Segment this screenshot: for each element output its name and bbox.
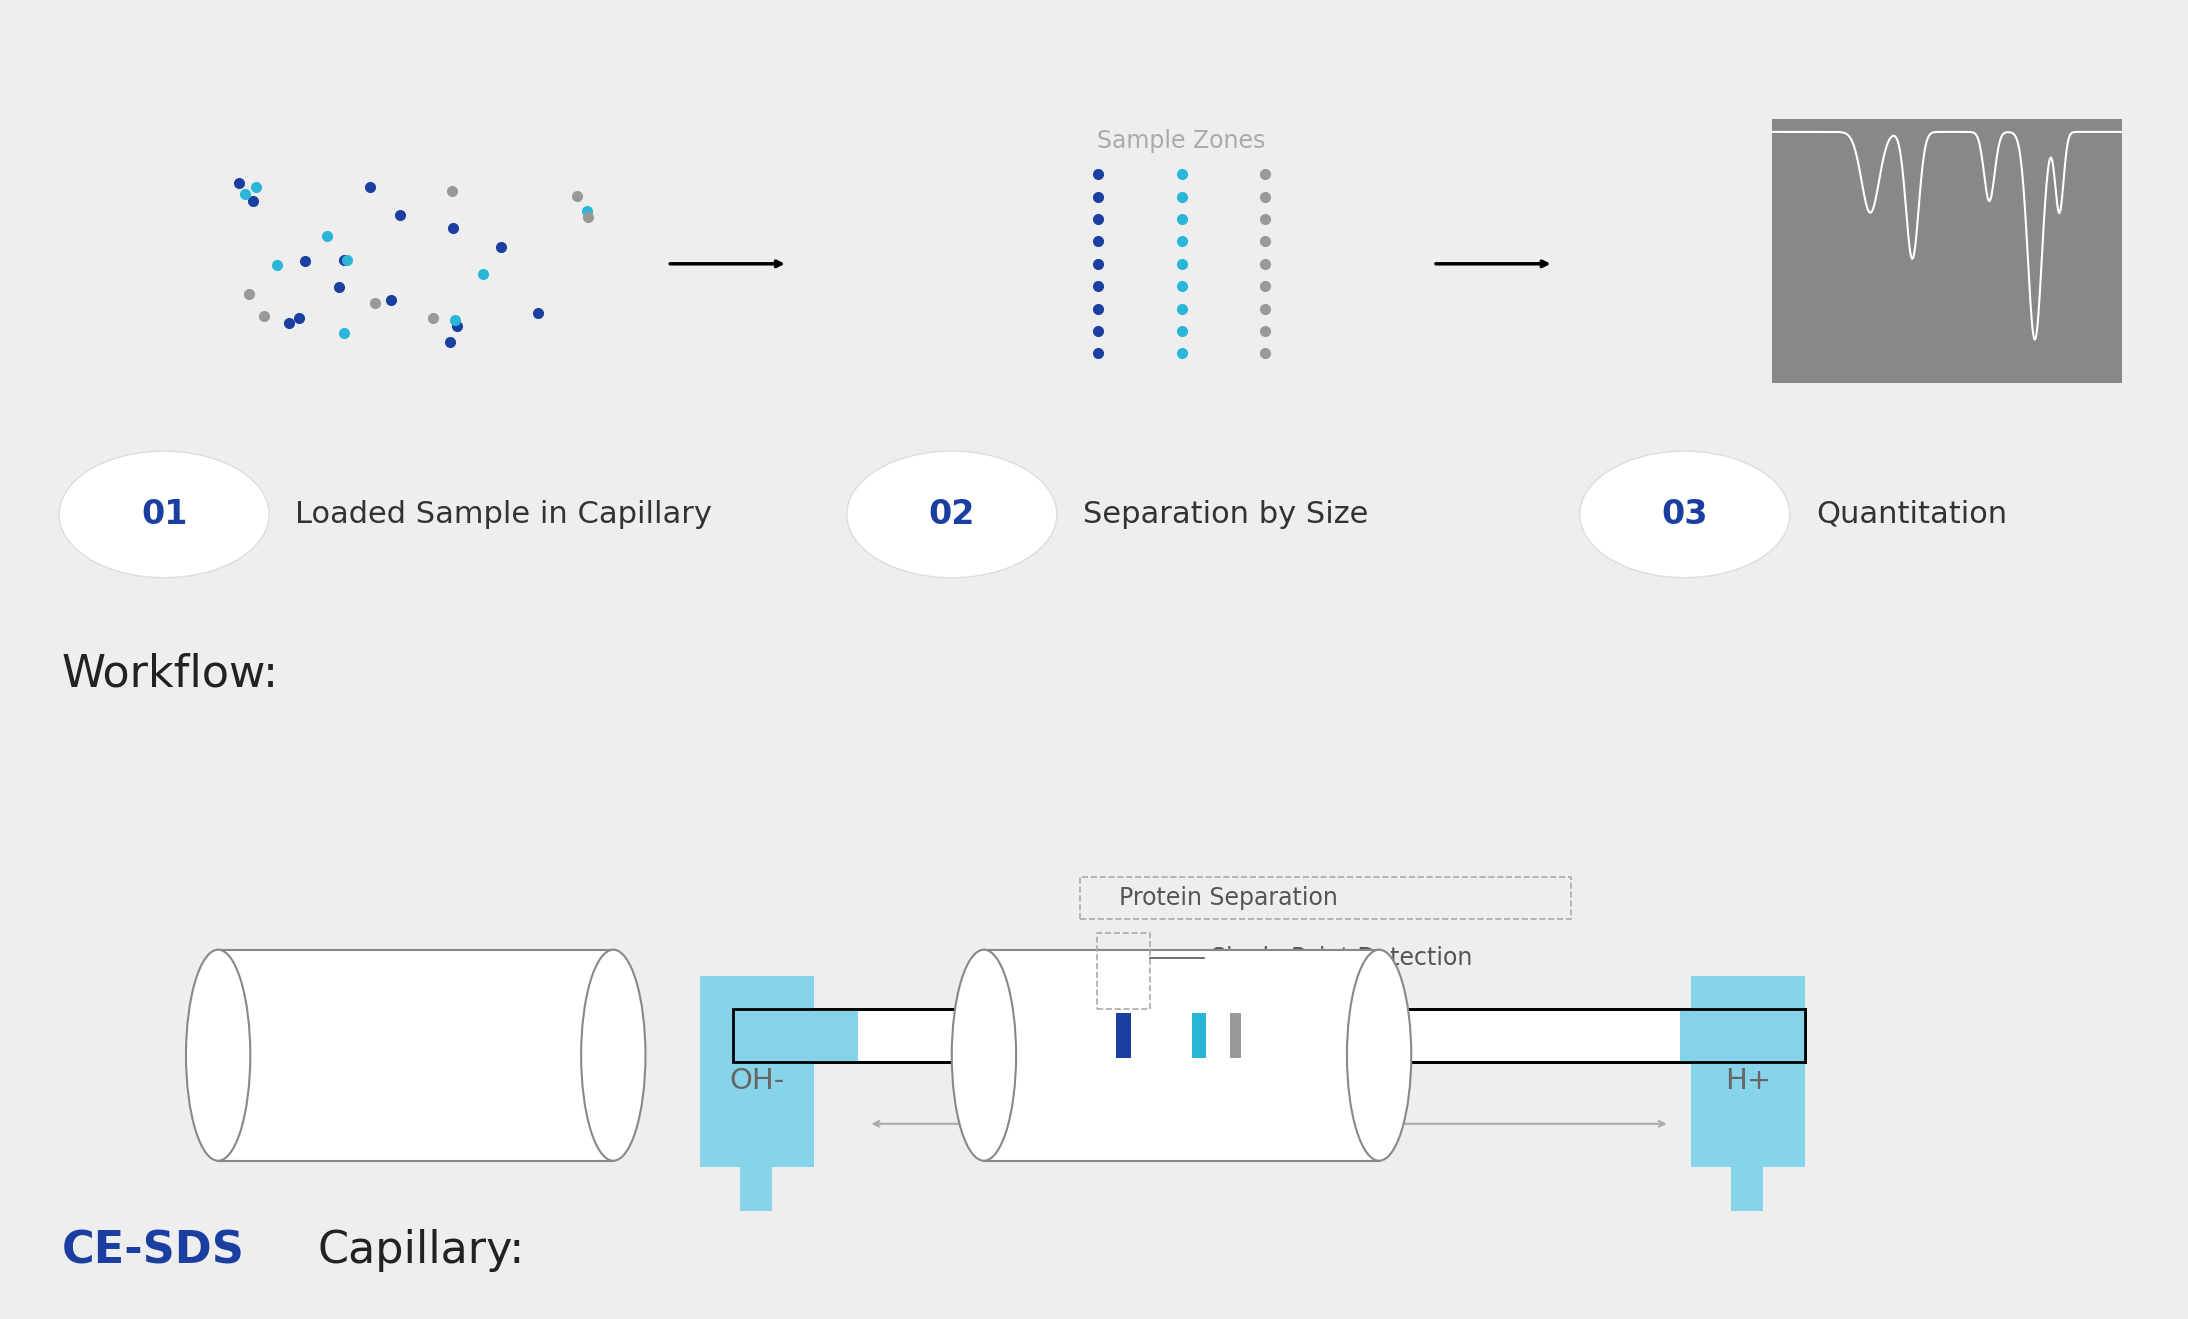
Text: Single Point Detection: Single Point Detection: [1212, 946, 1473, 969]
Bar: [1230, 1013, 1241, 1058]
Text: 01: 01: [140, 497, 188, 532]
Ellipse shape: [186, 950, 249, 1161]
Bar: [1116, 1013, 1131, 1058]
Bar: [219, 950, 613, 1161]
Text: OH-: OH-: [729, 1067, 785, 1095]
Text: Capillary:: Capillary:: [317, 1229, 525, 1273]
Text: Voltage: Voltage: [1227, 1120, 1311, 1140]
Circle shape: [59, 451, 269, 578]
Bar: [985, 950, 1378, 1161]
Text: Separation by Size: Separation by Size: [1083, 500, 1368, 529]
Bar: [733, 1009, 1805, 1062]
Text: Protein Separation: Protein Separation: [1118, 886, 1339, 910]
Text: Quantitation: Quantitation: [1816, 500, 2006, 529]
Bar: [1680, 1009, 1805, 1062]
Bar: [1731, 1162, 1764, 1211]
Text: Sample Zones: Sample Zones: [1098, 129, 1265, 153]
Ellipse shape: [952, 950, 1015, 1161]
Ellipse shape: [582, 950, 645, 1161]
Bar: [733, 1009, 1805, 1062]
Bar: [1691, 976, 1805, 1167]
Circle shape: [847, 451, 1057, 578]
Text: Loaded Sample in Capillary: Loaded Sample in Capillary: [295, 500, 713, 529]
Text: 02: 02: [928, 497, 976, 532]
Bar: [740, 1162, 772, 1211]
Text: Sample Zones: Sample Zones: [1190, 1053, 1348, 1072]
Bar: [733, 1009, 858, 1062]
Text: Workflow:: Workflow:: [61, 653, 278, 696]
Circle shape: [1580, 451, 1790, 578]
Text: H+: H+: [1724, 1067, 1772, 1095]
Bar: [700, 976, 814, 1167]
Bar: [1772, 119, 2122, 383]
Ellipse shape: [1348, 950, 1411, 1161]
Text: CE-SDS: CE-SDS: [61, 1229, 245, 1273]
Text: 03: 03: [1661, 497, 1709, 532]
Bar: [1192, 1013, 1206, 1058]
